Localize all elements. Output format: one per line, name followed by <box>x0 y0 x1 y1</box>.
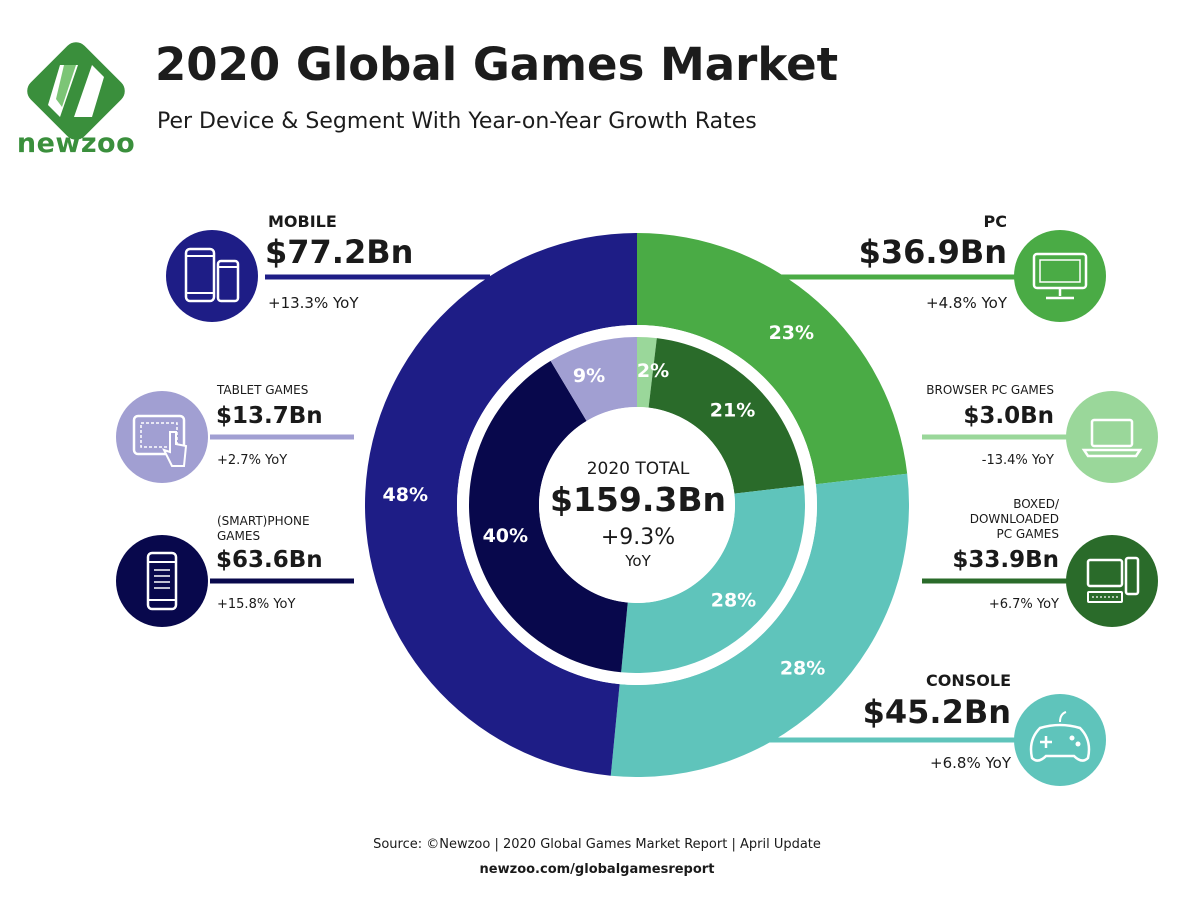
mobile-value: $77.2Bn <box>265 233 414 271</box>
laptop-icon <box>1066 391 1158 483</box>
page-title: 2020 Global Games Market <box>155 38 839 91</box>
browser-category: BROWSER PC GAMES <box>926 383 1054 397</box>
browser-value: $3.0Bn <box>963 403 1054 429</box>
boxed-value: $33.9Bn <box>952 547 1059 573</box>
pc-category: PC <box>983 212 1007 231</box>
total-value: $159.3Bn <box>550 480 726 519</box>
console-growth: +6.8% YoY <box>930 754 1011 772</box>
tablet-value: $13.7Bn <box>216 403 323 429</box>
smartphone-icon <box>116 535 208 627</box>
gamepad-icon <box>1014 694 1106 786</box>
console-value: $45.2Bn <box>862 693 1011 731</box>
smartphone-growth: +15.8% YoY <box>217 597 296 612</box>
boxed-category: BOXED/ DOWNLOADED PC GAMES <box>969 497 1059 541</box>
smartphone-value: $63.6Bn <box>216 547 323 573</box>
inner-segment-smart-phone-games <box>469 360 628 673</box>
inner-segment-boxed-downloaded-pc-games <box>648 338 804 494</box>
inner-share-label: 28% <box>711 589 756 611</box>
inner-segment-browser-pc-games <box>637 337 657 408</box>
smartphone-category: (SMART)PHONE GAMES <box>217 514 310 543</box>
inner-share-label: 40% <box>483 525 528 547</box>
inner-share-label: 2% <box>637 360 669 382</box>
total-label: 2020 TOTAL <box>586 459 690 479</box>
outer-share-label: 28% <box>780 658 825 680</box>
mobile-category: MOBILE <box>268 212 337 231</box>
total-growth: +9.3% <box>600 525 676 550</box>
outer-segment-mobile <box>364 233 637 776</box>
mobile-devices-icon <box>166 230 258 322</box>
newzoo-logo <box>27 42 125 140</box>
inner-segment-tablet-games <box>550 337 637 421</box>
outer-segment-pc <box>637 233 908 485</box>
desktop-pc-icon <box>1066 535 1158 627</box>
tablet-icon <box>116 391 208 483</box>
pc-growth: +4.8% YoY <box>926 294 1007 312</box>
mobile-growth: +13.3% YoY <box>268 294 359 312</box>
console-category: CONSOLE <box>926 671 1011 690</box>
monitor-icon <box>1014 230 1106 322</box>
page-subtitle: Per Device & Segment With Year-on-Year G… <box>157 109 757 134</box>
inner-segment-console <box>621 485 805 673</box>
boxed-growth: +6.7% YoY <box>988 597 1059 612</box>
outer-share-label: 23% <box>769 322 814 344</box>
tablet-category: TABLET GAMES <box>217 383 309 397</box>
source-url[interactable]: newzoo.com/globalgamesreport <box>479 862 715 877</box>
tablet-growth: +2.7% YoY <box>217 453 288 468</box>
outer-share-label: 48% <box>383 484 428 506</box>
logo-wordmark: newzoo <box>16 128 136 159</box>
inner-share-label: 21% <box>710 400 755 422</box>
pc-value: $36.9Bn <box>858 233 1007 271</box>
inner-share-label: 9% <box>573 365 605 387</box>
total-growth-unit: YoY <box>625 552 651 570</box>
browser-growth: -13.4% YoY <box>981 453 1054 468</box>
source-note: Source: ©Newzoo | 2020 Global Games Mark… <box>373 837 821 852</box>
outer-segment-console <box>610 473 909 777</box>
